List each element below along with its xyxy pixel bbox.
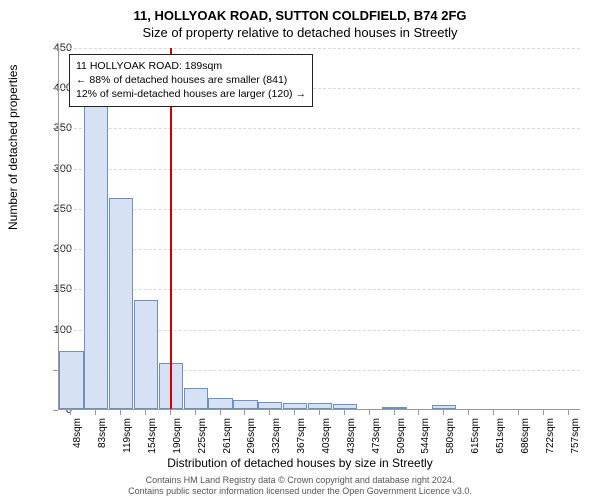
- x-tick-label: 473sqm: [371, 418, 382, 458]
- annotation-box: 11 HOLLYOAK ROAD: 189sqm← 88% of detache…: [69, 54, 313, 107]
- plot-area: 11 HOLLYOAK ROAD: 189sqm← 88% of detache…: [58, 48, 580, 410]
- chart-title-main: 11, HOLLYOAK ROAD, SUTTON COLDFIELD, B74…: [0, 0, 600, 23]
- x-tick-mark: [369, 410, 370, 415]
- x-tick-mark: [195, 410, 196, 415]
- footer-line-1: Contains HM Land Registry data © Crown c…: [0, 475, 600, 486]
- x-tick-mark: [319, 410, 320, 415]
- chart-container: 11, HOLLYOAK ROAD, SUTTON COLDFIELD, B74…: [0, 0, 600, 500]
- gridline: [59, 209, 580, 210]
- x-tick-mark: [244, 410, 245, 415]
- x-tick-label: 509sqm: [396, 418, 407, 458]
- histogram-bar: [184, 388, 208, 409]
- gridline: [59, 289, 580, 290]
- histogram-bar: [233, 400, 257, 409]
- y-tick-mark: [53, 410, 58, 411]
- histogram-bar: [333, 404, 357, 409]
- annotation-line: 12% of semi-detached houses are larger (…: [76, 87, 306, 101]
- x-tick-mark: [220, 410, 221, 415]
- x-tick-mark: [344, 410, 345, 415]
- x-tick-mark: [443, 410, 444, 415]
- x-tick-mark: [568, 410, 569, 415]
- x-tick-label: 757sqm: [570, 418, 581, 458]
- x-tick-label: 615sqm: [470, 418, 481, 458]
- histogram-bar: [134, 300, 158, 409]
- gridline: [59, 48, 580, 49]
- x-tick-label: 119sqm: [122, 418, 133, 458]
- x-tick-mark: [493, 410, 494, 415]
- x-tick-mark: [170, 410, 171, 415]
- x-tick-label: 367sqm: [296, 418, 307, 458]
- x-tick-mark: [95, 410, 96, 415]
- footer-line-2: Contains public sector information licen…: [0, 486, 600, 497]
- x-tick-mark: [120, 410, 121, 415]
- x-tick-label: 580sqm: [445, 418, 456, 458]
- x-tick-mark: [294, 410, 295, 415]
- x-tick-mark: [518, 410, 519, 415]
- x-tick-label: 544sqm: [420, 418, 431, 458]
- x-tick-label: 403sqm: [321, 418, 332, 458]
- x-tick-label: 651sqm: [495, 418, 506, 458]
- x-tick-label: 438sqm: [346, 418, 357, 458]
- histogram-bar: [109, 198, 133, 409]
- x-tick-label: 261sqm: [222, 418, 233, 458]
- annotation-line: ← 88% of detached houses are smaller (84…: [76, 73, 306, 87]
- histogram-bar: [208, 398, 232, 409]
- y-axis-label: Number of detached properties: [6, 65, 20, 230]
- x-tick-mark: [145, 410, 146, 415]
- x-tick-label: 686sqm: [520, 418, 531, 458]
- x-tick-label: 83sqm: [97, 418, 108, 458]
- annotation-line: 11 HOLLYOAK ROAD: 189sqm: [76, 59, 306, 73]
- histogram-bar: [382, 407, 406, 409]
- histogram-bar: [283, 403, 307, 409]
- x-tick-mark: [394, 410, 395, 415]
- footer-attribution: Contains HM Land Registry data © Crown c…: [0, 475, 600, 498]
- gridline: [59, 169, 580, 170]
- x-tick-label: 722sqm: [545, 418, 556, 458]
- gridline: [59, 249, 580, 250]
- x-tick-mark: [269, 410, 270, 415]
- x-tick-label: 48sqm: [72, 418, 83, 458]
- x-tick-label: 225sqm: [197, 418, 208, 458]
- x-tick-mark: [418, 410, 419, 415]
- chart-title-sub: Size of property relative to detached ho…: [0, 23, 600, 40]
- x-tick-label: 332sqm: [271, 418, 282, 458]
- x-axis-label: Distribution of detached houses by size …: [0, 456, 600, 470]
- histogram-bar: [84, 105, 108, 409]
- x-tick-mark: [543, 410, 544, 415]
- histogram-bar: [258, 402, 282, 409]
- histogram-bar: [59, 351, 83, 409]
- x-tick-label: 296sqm: [246, 418, 257, 458]
- histogram-bar: [432, 405, 456, 409]
- gridline: [59, 128, 580, 129]
- histogram-bar: [308, 403, 332, 409]
- x-tick-label: 190sqm: [172, 418, 183, 458]
- x-tick-mark: [70, 410, 71, 415]
- x-tick-mark: [468, 410, 469, 415]
- x-tick-label: 154sqm: [147, 418, 158, 458]
